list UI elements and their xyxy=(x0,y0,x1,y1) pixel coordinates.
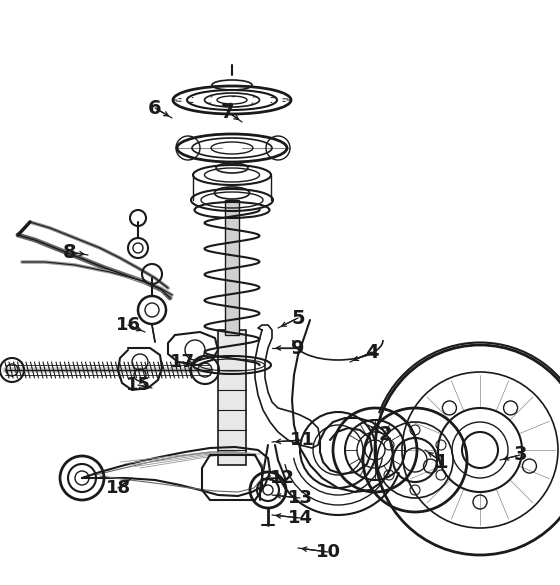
Text: 16: 16 xyxy=(115,316,141,334)
Text: 6: 6 xyxy=(148,98,162,118)
Text: 18: 18 xyxy=(105,479,130,497)
Text: 15: 15 xyxy=(125,376,151,394)
Text: 2: 2 xyxy=(378,425,392,445)
Text: 9: 9 xyxy=(291,339,305,357)
Text: 14: 14 xyxy=(287,509,312,527)
Text: 10: 10 xyxy=(315,543,340,561)
Text: 7: 7 xyxy=(221,102,235,122)
Text: 4: 4 xyxy=(365,342,379,362)
Text: 1: 1 xyxy=(435,453,449,472)
Bar xyxy=(218,330,246,465)
Text: 3: 3 xyxy=(514,446,527,464)
Text: 17: 17 xyxy=(170,353,194,371)
Text: 5: 5 xyxy=(291,308,305,328)
Text: 11: 11 xyxy=(290,431,315,449)
Bar xyxy=(225,200,239,335)
Text: 12: 12 xyxy=(269,469,295,487)
Text: 13: 13 xyxy=(287,489,312,507)
Text: 8: 8 xyxy=(63,243,77,261)
